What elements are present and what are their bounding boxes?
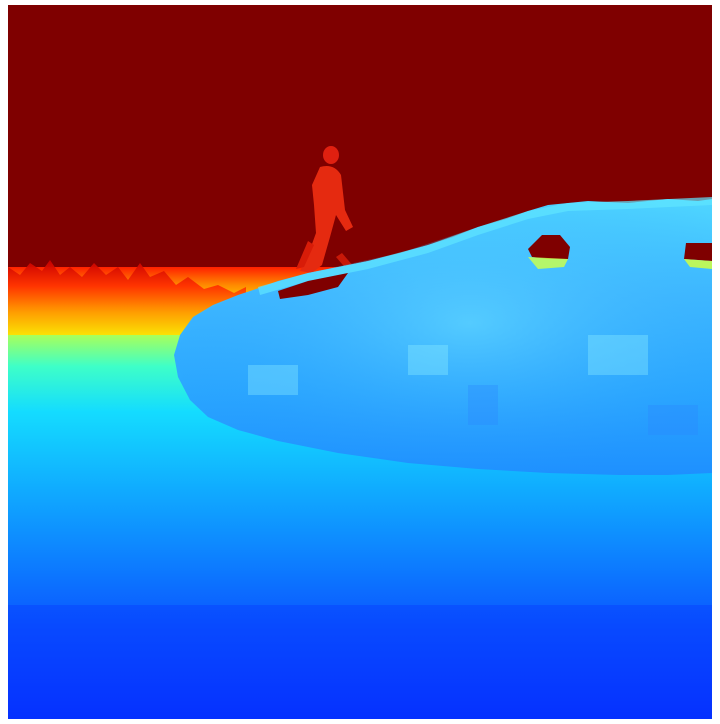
car-roofline: [258, 197, 712, 295]
car-window-side: [684, 243, 712, 261]
near-road: [8, 605, 712, 719]
car-texture: [248, 335, 698, 435]
left-horizon-edge: [8, 260, 246, 335]
car-window-rear: [528, 235, 570, 259]
car-window-front: [278, 273, 348, 299]
depth-map-image: [8, 5, 712, 719]
